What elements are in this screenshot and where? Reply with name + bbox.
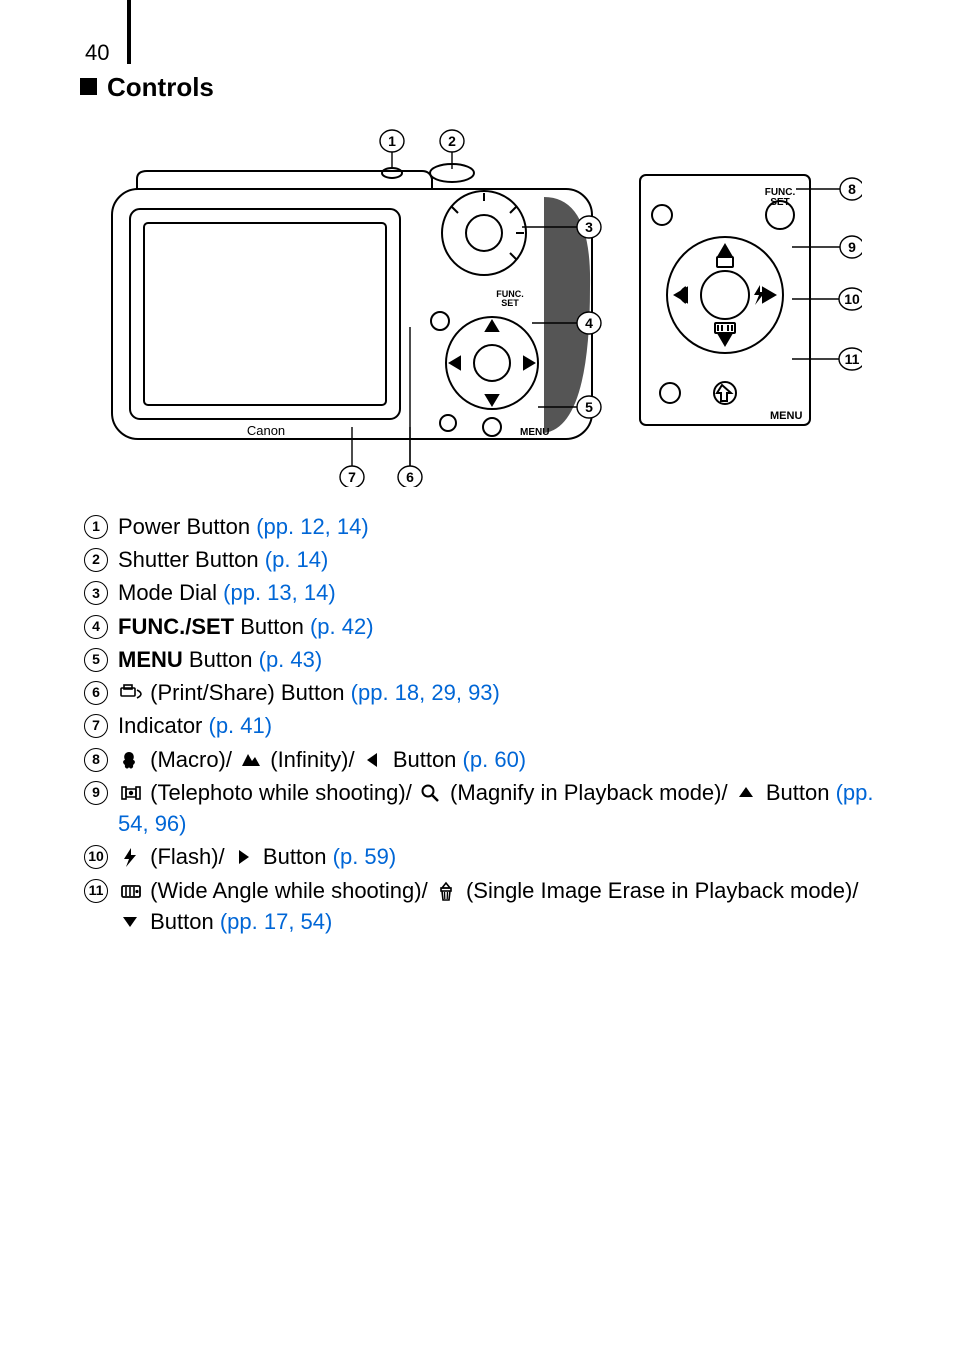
page-ref-link[interactable]: (p. 59) (333, 844, 397, 869)
item-number: 9 (84, 781, 108, 805)
item-number: 2 (84, 548, 108, 572)
page-ref-link[interactable]: (pp. 18, 29, 93) (351, 680, 500, 705)
page-ref-link[interactable]: (p. 60) (463, 747, 527, 772)
list-item: 7 Indicator (p. 41) (84, 710, 874, 741)
print-icon (120, 683, 142, 703)
svg-text:6: 6 (406, 469, 414, 485)
item-number: 4 (84, 615, 108, 639)
list-item: 4 FUNC./SET Button (p. 42) (84, 611, 874, 642)
item-text: Shutter Button (p. 14) (118, 544, 874, 575)
svg-text:MENU: MENU (520, 427, 549, 438)
svg-text:8: 8 (848, 181, 856, 197)
svg-text:7: 7 (348, 469, 356, 485)
list-item: 6 (Print/Share) Button (pp. 18, 29, 93) (84, 677, 874, 708)
page-ref-link[interactable]: (p. 41) (209, 713, 273, 738)
item-number: 10 (84, 845, 108, 869)
tele-icon (120, 783, 142, 803)
item-number: 7 (84, 714, 108, 738)
svg-text:SET: SET (501, 298, 519, 308)
item-text: (Telephoto while shooting)/ (Magnify in … (118, 777, 874, 839)
heading-bullet-icon (80, 78, 97, 95)
page-ref-link[interactable]: (pp. 17, 54) (220, 909, 333, 934)
section-heading: Controls (80, 72, 874, 103)
svg-text:MENU: MENU (770, 410, 802, 422)
svg-text:2: 2 (448, 133, 456, 149)
list-item: 3 Mode Dial (pp. 13, 14) (84, 577, 874, 608)
item-text: (Flash)/ Button (p. 59) (118, 841, 874, 872)
item-number: 8 (84, 748, 108, 772)
list-item: 8 (Macro)/ (Infinity)/ Button (p. 60) (84, 744, 874, 775)
svg-text:4: 4 (585, 315, 593, 331)
item-text: Indicator (p. 41) (118, 710, 874, 741)
down-icon (120, 912, 142, 932)
page-number: 40 (85, 40, 874, 66)
svg-text:1: 1 (388, 133, 396, 149)
flash-icon (120, 847, 142, 867)
wide-icon (120, 881, 142, 901)
item-text: MENU Button (p. 43) (118, 644, 874, 675)
item-text: (Wide Angle while shooting)/ (Single Ima… (118, 875, 874, 937)
svg-text:5: 5 (585, 399, 593, 415)
page-ref-link[interactable]: (pp. 13, 14) (223, 580, 336, 605)
page-ref-link[interactable]: (p. 42) (310, 614, 374, 639)
right-icon (233, 847, 255, 867)
brand-label: Canon (247, 423, 285, 438)
list-item: 10 (Flash)/ Button (p. 59) (84, 841, 874, 872)
svg-text:9: 9 (848, 239, 856, 255)
macro-icon (120, 750, 142, 770)
item-text: Power Button (pp. 12, 14) (118, 511, 874, 542)
item-text: (Macro)/ (Infinity)/ Button (p. 60) (118, 744, 874, 775)
item-number: 6 (84, 681, 108, 705)
list-item: 1 Power Button (pp. 12, 14) (84, 511, 874, 542)
page-ref-link[interactable]: (pp. 54, 96) (118, 780, 873, 836)
item-number: 5 (84, 648, 108, 672)
item-number: 1 (84, 515, 108, 539)
list-item: 9 (Telephoto while shooting)/ (Magnify i… (84, 777, 874, 839)
svg-text:10: 10 (844, 291, 860, 307)
list-item: 5 MENU Button (p. 43) (84, 644, 874, 675)
page-ref-link[interactable]: (p. 43) (259, 647, 323, 672)
item-text: Mode Dial (pp. 13, 14) (118, 577, 874, 608)
item-text: FUNC./SET Button (p. 42) (118, 611, 874, 642)
page-ref-link[interactable]: (p. 14) (265, 547, 329, 572)
item-text: (Print/Share) Button (pp. 18, 29, 93) (118, 677, 874, 708)
svg-text:SET: SET (770, 197, 789, 208)
item-number: 11 (84, 879, 108, 903)
magnify-icon (420, 783, 442, 803)
left-icon (363, 750, 385, 770)
list-item: 2 Shutter Button (p. 14) (84, 544, 874, 575)
page-ref-link[interactable]: (pp. 12, 14) (256, 514, 369, 539)
svg-text:11: 11 (845, 351, 860, 367)
up-icon (736, 783, 758, 803)
list-item: 11 (Wide Angle while shooting)/ (Single … (84, 875, 874, 937)
controls-diagram: Canon FUNC. SET MENU 1 2 3 4 5 (92, 127, 862, 487)
controls-list: 1 Power Button (pp. 12, 14) 2 Shutter Butto… (84, 511, 874, 937)
mountain-icon (240, 750, 262, 770)
svg-text:3: 3 (585, 219, 593, 235)
erase-icon (436, 881, 458, 901)
item-number: 3 (84, 581, 108, 605)
